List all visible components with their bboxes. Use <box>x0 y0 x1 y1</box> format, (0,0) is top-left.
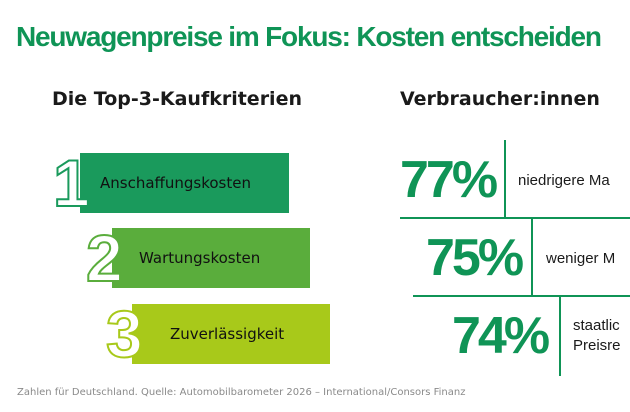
stat-text-line2: Preisre <box>573 337 621 354</box>
stat-value: 75% <box>426 229 524 287</box>
divider <box>413 295 630 297</box>
divider <box>531 218 533 296</box>
stat-value: 74% <box>452 307 550 365</box>
criterion-2: Wartungskosten <box>112 228 310 288</box>
stat-text: staatlic <box>573 317 620 334</box>
stat-value: 77% <box>400 151 498 209</box>
page-title: Neuwagenpreise im Fokus: Kosten entschei… <box>16 21 602 52</box>
stat-text: weniger M <box>546 250 616 267</box>
criteria-heading: Die Top-3-Kaufkriterien <box>52 88 302 110</box>
stat-text: niedrigere Ma <box>518 172 610 189</box>
criterion-label: Zuverlässigkeit <box>170 325 285 343</box>
rank-number: 2 <box>85 221 124 295</box>
consumers-heading: Verbraucher:innen <box>400 88 600 110</box>
divider <box>504 140 506 218</box>
rank-number: 1 <box>52 146 91 220</box>
criterion-3: Zuverlässigkeit <box>132 304 330 364</box>
criterion-label: Wartungskosten <box>139 249 261 267</box>
divider <box>559 296 561 376</box>
divider <box>400 217 630 219</box>
criterion-label: Anschaffungskosten <box>100 174 251 192</box>
criterion-1: Anschaffungskosten <box>80 153 289 213</box>
rank-number: 3 <box>105 297 144 371</box>
source-footer: Zahlen für Deutschland. Quelle: Automobi… <box>17 387 466 398</box>
